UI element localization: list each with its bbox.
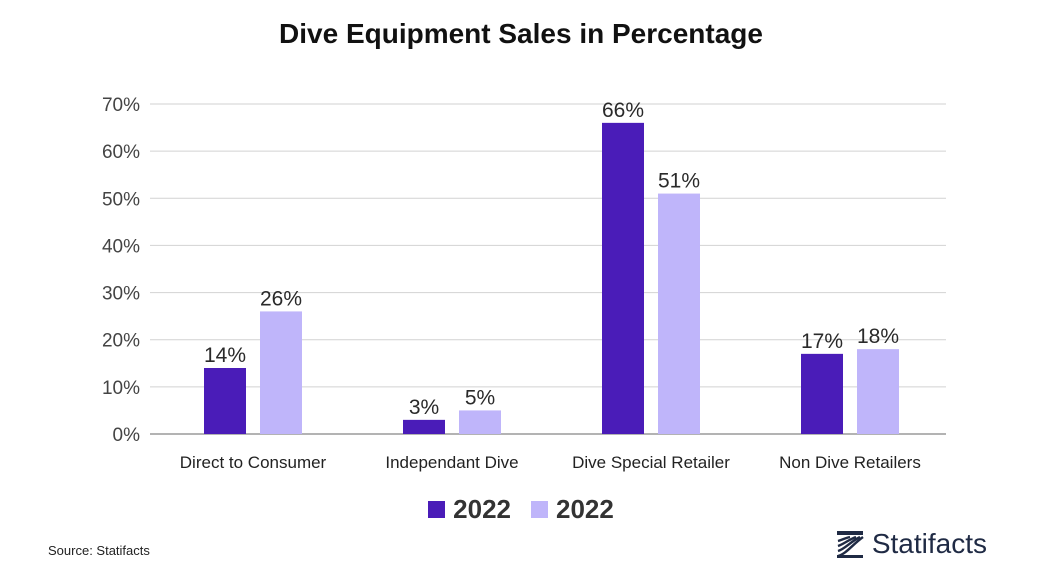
- bar-2-dive-special-retailer: [658, 193, 700, 434]
- x-category-label: Independant Dive: [385, 453, 518, 472]
- bar-1-independant-dive: [403, 419, 445, 434]
- y-tick-label: 50%: [102, 189, 140, 210]
- legend-item-series-1: 2022: [428, 494, 511, 525]
- x-category-label: Dive Special Retailer: [572, 453, 730, 472]
- bar-1-dive-special-retailer: [602, 122, 644, 434]
- x-category-label: Direct to Consumer: [180, 453, 327, 472]
- x-category-label: Non Dive Retailers: [779, 453, 921, 472]
- y-tick-label: 30%: [102, 284, 140, 305]
- brand-name: Statifacts: [871, 528, 987, 559]
- y-tick-label: 20%: [102, 331, 140, 352]
- statifacts-logo-icon: [836, 531, 864, 558]
- data-label: 51%: [658, 170, 700, 193]
- legend-item-series-2: 2022: [531, 494, 614, 525]
- chart-title: Dive Equipment Sales in Percentage: [279, 18, 763, 49]
- bar-2-non-dive-retailers: [857, 349, 899, 434]
- legend-swatch-series-2: [531, 501, 548, 518]
- y-tick-label: 0%: [113, 425, 141, 446]
- legend: 2022 2022: [0, 494, 1042, 525]
- y-tick-label: 60%: [102, 142, 140, 163]
- bar-1-direct-to-consumer: [204, 368, 246, 434]
- data-label: 3%: [409, 396, 439, 419]
- bar-2-independant-dive: [459, 410, 501, 434]
- source-note: Source: Statifacts: [48, 543, 150, 558]
- brand-logo: Statifacts: [836, 528, 987, 560]
- y-tick-label: 70%: [102, 95, 140, 116]
- y-tick-label: 10%: [102, 378, 140, 399]
- data-label: 18%: [857, 325, 899, 348]
- bar-1-non-dive-retailers: [801, 353, 843, 434]
- data-label: 14%: [204, 344, 246, 367]
- legend-swatch-series-1: [428, 501, 446, 518]
- data-label: 17%: [801, 330, 843, 353]
- y-tick-label: 40%: [102, 236, 140, 257]
- legend-label-series-2: 2022: [556, 494, 614, 524]
- legend-label-series-1: 2022: [453, 494, 511, 524]
- data-label: 66%: [602, 99, 644, 122]
- bar-2-direct-to-consumer: [260, 311, 302, 434]
- data-label: 5%: [465, 386, 495, 409]
- data-label: 26%: [260, 287, 302, 310]
